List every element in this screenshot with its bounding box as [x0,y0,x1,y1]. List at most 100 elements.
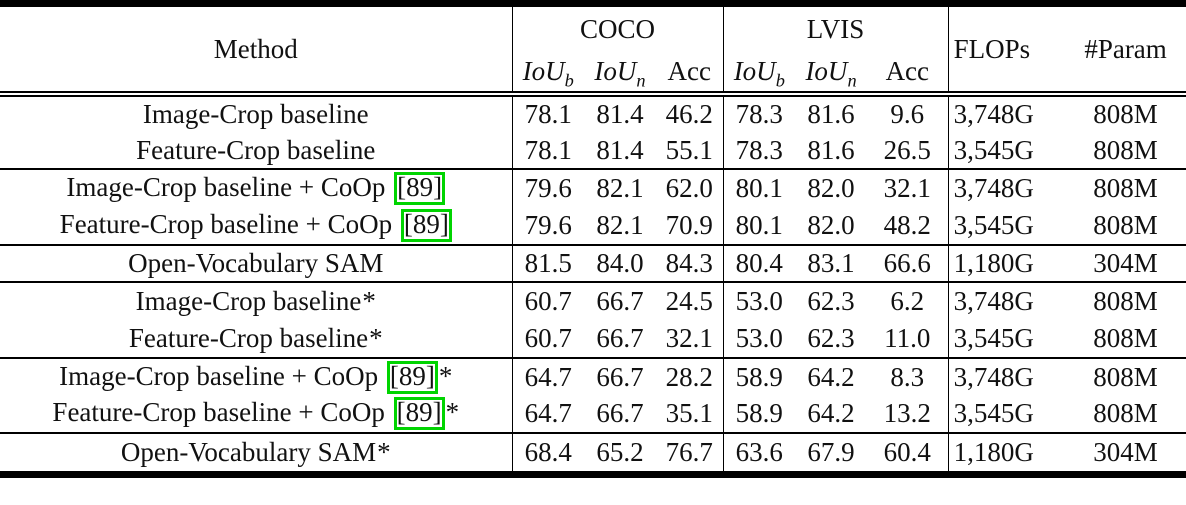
flops-cell: 3,748G [948,168,1066,208]
method-cell: Image-Crop baseline* [0,281,513,321]
iou-label: IoU [522,56,565,86]
flops-cell: 3,545G [953,398,1034,429]
coco-iou-base-cell: 81.5 [512,243,584,283]
method-cell: Image-Crop baseline + CoOp [89] * [0,356,513,396]
lvis-iou-novel-cell: 81.6 [807,134,855,165]
param-cell: 808M [1093,209,1158,240]
table-row: Feature-Crop baseline* 60.7 66.7 32.1 53.0 62… [0,320,1186,358]
coco-iou-base-cell: 79.6 [512,168,584,208]
coco-iou-novel-cell: 84.0 [584,243,656,283]
ablation-star: * [445,397,460,428]
method-cell: Image-Crop baseline [0,94,513,132]
table-top-rule [0,0,1186,7]
param-cell: 808M [1093,134,1158,165]
lvis-iou-novel-cell: 64.2 [795,356,868,396]
citation-link[interactable]: [89] [393,397,445,431]
ablation-star: * [362,286,376,317]
table-row: Feature-Crop baseline + CoOp [89] * 64.7 66… [0,395,1186,434]
lvis-iou-base-cell: 78.3 [735,98,783,129]
iou-label: IoU [733,56,776,86]
coco-iou-base-cell: 78.1 [524,134,572,165]
method-cell: Feature-Crop baseline* [0,320,513,358]
col-header-lvis-iou-novel: IoUn [795,52,868,97]
param-cell: 808M [1065,356,1186,396]
flops-cell: 3,545G [953,209,1034,240]
col-header-lvis-iou-base: IoUb [723,52,796,97]
lvis-acc-cell: 26.5 [867,131,949,170]
param-cell: 808M [1065,168,1186,208]
lvis-acc-cell: 11.0 [867,320,949,358]
iou-sub-n: n [636,70,646,91]
iou-sub-b: b [775,70,785,91]
coco-acc-cell: 70.9 [656,207,724,245]
coco-acc-cell: 35.1 [656,395,724,434]
coco-iou-base-cell: 64.7 [524,398,572,429]
lvis-iou-base-cell: 53.0 [723,281,796,321]
param-cell: 304M [1065,243,1186,283]
method-cell: Open-Vocabulary SAM [0,243,513,283]
table-row: Feature-Crop baseline + CoOp [89] 79.6 82.… [0,207,1186,245]
header-row-groups: Method COCO LVIS FLOPs #Param [0,7,1186,97]
method-cell: Open-Vocabulary SAM* [0,432,513,471]
param-cell: 808M [1093,398,1158,429]
col-header-coco-acc: Acc [656,52,724,97]
lvis-iou-base-cell: 80.1 [735,209,783,240]
lvis-acc-cell: 60.4 [867,432,949,471]
table-row: Open-Vocabulary SAM 81.5 84.0 84.3 80.4 83.1 6… [0,243,1186,283]
flops-cell: 3,748G [948,281,1066,321]
method-cell: Feature-Crop baseline + CoOp [89] [0,207,513,245]
lvis-acc-cell: 6.2 [867,281,949,321]
lvis-acc-cell: 32.1 [867,168,949,208]
header-row-metrics: IoUb IoUn Acc IoUb IoUn Acc [0,52,1186,97]
lvis-acc-cell: 66.6 [867,243,949,283]
flops-cell: 3,545G [953,322,1034,353]
lvis-iou-novel-cell: 67.9 [795,432,868,471]
table-row: Image-Crop baseline + CoOp [89] 79.6 82.1 6… [0,168,1186,208]
ablation-star: * [369,322,383,353]
coco-acc-cell: 62.0 [656,168,724,208]
col-header-param: #Param [1065,7,1186,97]
flops-cell: 3,545G [953,134,1034,165]
coco-iou-novel-cell: 66.7 [596,322,644,353]
param-cell: 808M [1093,98,1158,129]
coco-acc-cell: 76.7 [656,432,724,471]
iou-label: IoU [594,56,637,86]
method-label: Feature-Crop baseline + CoOp [59,208,393,239]
table-body: Image-Crop baseline 78.1 81.4 46.2 78.3 81.6 9… [0,94,1186,471]
table-row: Image-Crop baseline* 60.7 66.7 24.5 53.0 62.3… [0,281,1186,321]
lvis-iou-base-cell: 63.6 [723,432,796,471]
param-cell: 304M [1065,432,1186,471]
citation-link[interactable]: [89] [400,208,452,242]
lvis-iou-novel-cell: 82.0 [807,209,855,240]
lvis-acc-cell: 48.2 [867,207,949,245]
coco-iou-base-cell: 60.7 [524,322,572,353]
method-cell: Image-Crop baseline + CoOp [89] [0,168,513,208]
lvis-acc-cell: 13.2 [867,395,949,434]
coco-iou-novel-cell: 66.7 [584,281,656,321]
col-header-lvis-acc: Acc [867,52,949,97]
flops-cell: 3,748G [953,98,1034,129]
col-group-lvis: LVIS [723,7,949,52]
lvis-iou-novel-cell: 62.3 [795,281,868,321]
results-table: Method COCO LVIS FLOPs #Param IoUb IoUn … [0,7,1186,471]
col-header-method: Method [0,7,513,97]
coco-iou-base-cell: 64.7 [512,356,584,396]
lvis-iou-novel-cell: 81.6 [807,98,855,129]
coco-iou-novel-cell: 81.4 [596,98,644,129]
coco-iou-novel-cell: 66.7 [596,398,644,429]
citation-link[interactable]: [89] [394,172,446,206]
flops-cell: 3,748G [948,356,1066,396]
iou-sub-n: n [847,70,857,91]
lvis-acc-cell: 9.6 [867,94,949,132]
method-label: Feature-Crop baseline [128,322,369,353]
ablation-star: * [377,437,391,468]
table-row: Image-Crop baseline + CoOp [89] * 64.7 66.7… [0,356,1186,396]
lvis-iou-novel-cell: 62.3 [807,322,855,353]
table-bottom-rule [0,470,1186,478]
col-group-coco: COCO [512,7,724,52]
citation-link[interactable]: [89] [386,360,438,394]
lvis-iou-base-cell: 80.1 [723,168,796,208]
method-label: Open-Vocabulary SAM [128,248,384,279]
lvis-iou-base-cell: 58.9 [735,398,783,429]
